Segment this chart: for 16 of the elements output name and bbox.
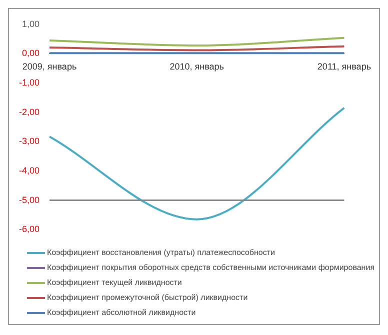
- legend-label: Коэффициент абсолютной ликвидности: [47, 308, 196, 317]
- legend-label: Коэффициент промежуточной (быстрой) ликвидности: [47, 293, 248, 302]
- x-tick-label: 2009, январь: [22, 62, 77, 72]
- y-tick-label: -1,00: [19, 78, 40, 88]
- y-tick-label: -6,00: [19, 224, 40, 234]
- legend-label: Коэффициент восстановления (утраты) платежеспособности: [47, 248, 276, 257]
- legend-label: Коэффициент покрытия оборотных средств собственными источниками формирования: [47, 263, 375, 272]
- y-tick-label: -3,00: [19, 136, 40, 146]
- y-tick-label: -5,00: [19, 194, 40, 205]
- y-tick-label: 0,00: [22, 48, 40, 58]
- y-tick-label: -2,00: [19, 106, 40, 117]
- y-tick-label: -4,00: [19, 165, 40, 176]
- x-tick-label: 2010, январь: [170, 62, 224, 72]
- legend-label: Коэффициент текущей ликвидности: [47, 278, 182, 287]
- x-tick-label: 2011, январь: [317, 62, 372, 72]
- y-tick-label: 1,00: [22, 18, 40, 29]
